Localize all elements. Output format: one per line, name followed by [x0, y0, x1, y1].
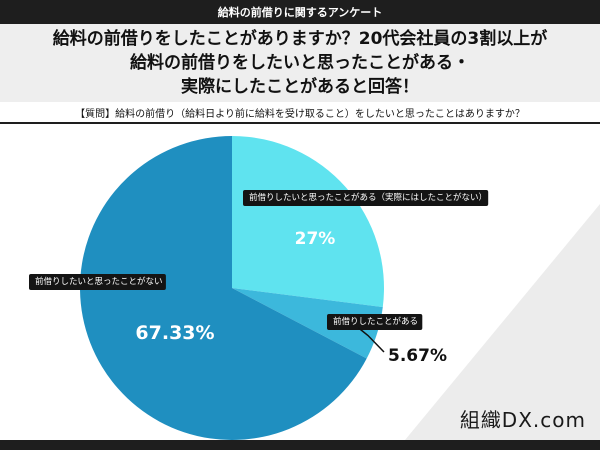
- question-text: 【質問】給料の前借り（給料日より前に給料を受け取ること）をしたいと思ったことはあ…: [0, 102, 600, 124]
- slice-label-never-wanted-box: [29, 274, 166, 290]
- headline: 給料の前借りをしたことがありますか？20代会社員の3割以上が 給料の前借りをした…: [0, 24, 600, 102]
- pct-label-never-wanted: 67.33%: [135, 322, 214, 344]
- survey-topic: 給料の前借りに関するアンケート: [217, 6, 383, 19]
- slice-label-wants-to-box: [243, 190, 489, 206]
- pie-slice-has-done: [232, 288, 383, 359]
- brand-logo-text: 組織DX.com: [459, 408, 586, 432]
- slice-label-has-done-box: [327, 314, 423, 330]
- survey-topic-bar: 給料の前借りに関するアンケート: [0, 0, 600, 24]
- headline-line-2: 給料の前借りをしたいと思ったことがある・: [130, 53, 470, 73]
- slice-label-has-done: 前借りしたことがある: [333, 316, 418, 327]
- brand-logo: 組織DX.com: [460, 404, 586, 433]
- headline-line-1: 給料の前借りをしたことがありますか？20代会社員の3割以上が: [52, 29, 548, 49]
- pie-slice-never-wanted: [80, 135, 367, 440]
- slice-label-never-wanted: 前借りしたいと思ったことがない: [35, 276, 163, 287]
- leader-line-has-done: [357, 326, 385, 353]
- pie-chart: 前借りしたいと思ったことがある（実際にはしたことがない） 前借りしたことがある 前借…: [29, 135, 600, 440]
- pct-label-has-done: 5.67%: [388, 346, 447, 366]
- headline-line-3: 実際にしたことがあると回答！: [181, 77, 419, 97]
- slice-label-wants-to: 前借りしたいと思ったことがある（実際にはしたことがない）: [249, 192, 487, 203]
- pct-label-wants-to: 27%: [295, 229, 336, 249]
- bottom-bar: [0, 440, 600, 450]
- pie-labels: 前借りしたいと思ったことがある（実際にはしたことがない） 前借りしたことがある 前借…: [29, 190, 489, 366]
- background-accent-triangle: [405, 204, 600, 440]
- pie-slices: [80, 135, 384, 440]
- pie-slice-wants-to: [232, 136, 384, 308]
